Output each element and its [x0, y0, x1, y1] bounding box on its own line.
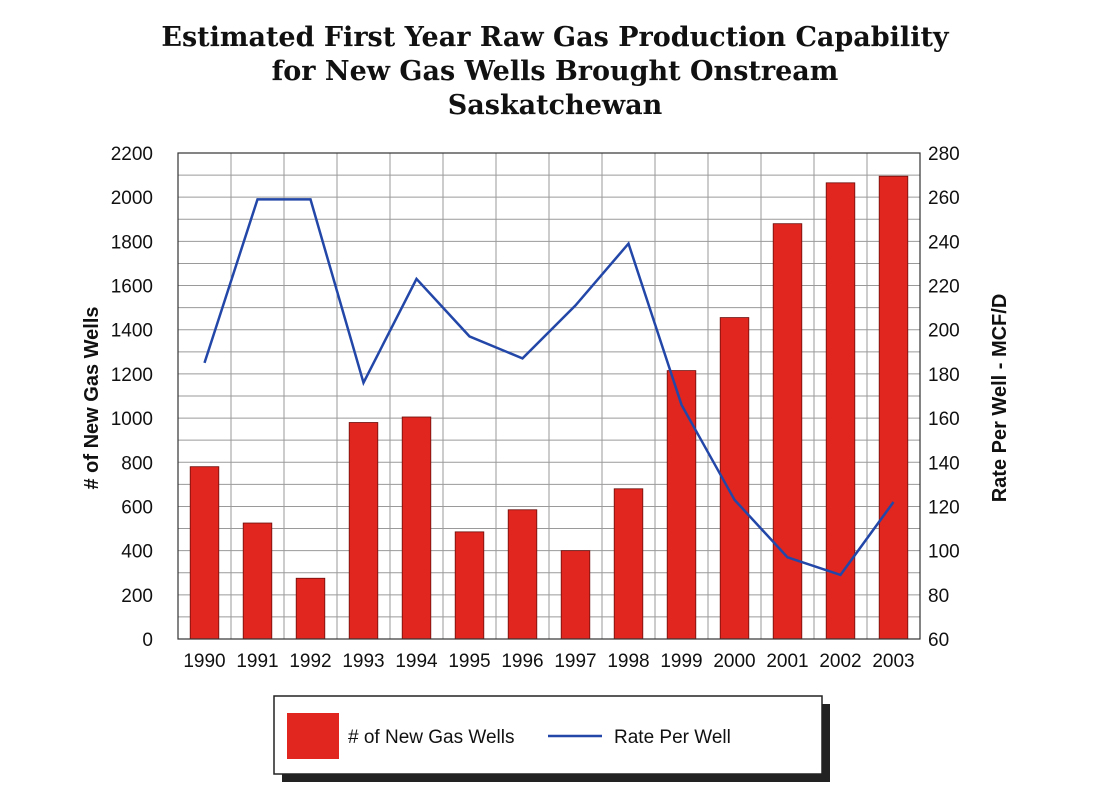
y-tick-label: 2200	[111, 144, 153, 165]
bar	[507, 509, 538, 640]
line-series	[203, 198, 895, 577]
y2-tick-label: 240	[928, 232, 960, 253]
x-tick-label: 1999	[660, 651, 702, 672]
x-tick-label: 2002	[819, 651, 861, 672]
chart-title-line-2: for New Gas Wells Brought Onstream	[272, 56, 839, 87]
x-tick-label: 2000	[713, 651, 755, 672]
x-tick-label: 1993	[342, 651, 384, 672]
y-tick-label: 800	[121, 453, 153, 474]
legend-label-bars: # of New Gas Wells	[348, 727, 514, 748]
x-tick-label: 1994	[395, 651, 438, 672]
x-tick-label: 1995	[448, 651, 490, 672]
y2-tick-label: 60	[928, 630, 949, 651]
x-axis-ticks: 1990 1991 1992 1993 1994 1995 1996 1997 1998 1999…	[183, 651, 914, 672]
y2-tick-label: 100	[928, 542, 960, 563]
x-tick-label: 1997	[554, 651, 596, 672]
chart-title-line-1: Estimated First Year Raw Gas Production …	[161, 22, 950, 53]
y-tick-label: 2000	[111, 188, 153, 209]
bar	[295, 577, 326, 640]
legend: # of New Gas Wells Rate Per Well	[273, 695, 830, 782]
chart-title: Estimated First Year Raw Gas Production …	[161, 22, 950, 121]
bar-series	[189, 175, 909, 640]
bar	[189, 466, 220, 640]
y-tick-label: 1400	[111, 321, 153, 342]
rate-line	[203, 198, 895, 577]
y-tick-label: 0	[142, 630, 153, 651]
y2-tick-label: 200	[928, 321, 960, 342]
y-tick-label: 200	[121, 586, 153, 607]
x-tick-label: 1998	[607, 651, 649, 672]
x-tick-label: 2003	[872, 651, 914, 672]
y2-tick-label: 260	[928, 188, 960, 209]
x-tick-label: 1990	[183, 651, 225, 672]
plot-border	[177, 152, 921, 640]
bar	[613, 488, 644, 640]
grid	[178, 152, 920, 640]
x-tick-label: 1996	[501, 651, 543, 672]
y-tick-label: 1600	[111, 277, 153, 298]
y-tick-label: 1200	[111, 365, 153, 386]
bar	[772, 223, 803, 640]
bar	[454, 531, 485, 640]
bar	[878, 175, 909, 640]
bar	[560, 550, 591, 640]
y2-tick-label: 80	[928, 586, 949, 607]
x-tick-label: 2001	[766, 651, 808, 672]
y-tick-label: 1800	[111, 232, 153, 253]
y2-tick-label: 280	[928, 144, 960, 165]
y-tick-label: 1000	[111, 409, 153, 430]
right-axis-ticks: 60 80 100 120 140 160 180 200 220 240 260 280	[928, 144, 960, 651]
x-tick-label: 1992	[289, 651, 331, 672]
y-axis-label: # of New Gas Wells	[81, 306, 103, 489]
legend-label-line: Rate Per Well	[614, 727, 731, 748]
y-tick-label: 400	[121, 542, 153, 563]
bar	[719, 317, 750, 640]
plot-frame	[177, 152, 921, 640]
y2-tick-label: 120	[928, 497, 960, 518]
y2-axis-label: Rate Per Well - MCF/D	[989, 294, 1011, 503]
y2-tick-label: 160	[928, 409, 960, 430]
bar	[401, 416, 432, 640]
y2-tick-label: 140	[928, 453, 960, 474]
x-tick-label: 1991	[236, 651, 278, 672]
legend-swatch-bars	[287, 713, 339, 759]
left-axis-ticks: 0 200 400 600 800 1000 1200 1400 1600 1800 2000 220…	[111, 144, 153, 651]
y2-tick-label: 180	[928, 365, 960, 386]
chart-title-line-3: Saskatchewan	[448, 90, 663, 121]
bar	[666, 370, 697, 640]
bar	[348, 422, 379, 640]
y2-tick-label: 220	[928, 277, 960, 298]
bar	[242, 522, 273, 640]
y-tick-label: 600	[121, 497, 153, 518]
